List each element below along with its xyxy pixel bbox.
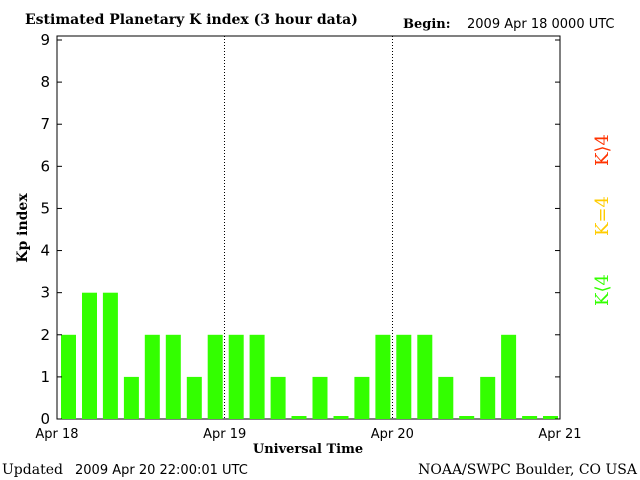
legend-k-greater-4: K⟩4 xyxy=(592,134,613,166)
kp-bar xyxy=(375,334,391,419)
y-axis-ticks: 0 1 2 3 4 5 6 7 8 9 xyxy=(40,31,560,428)
kp-bar xyxy=(291,416,307,419)
kp-bar xyxy=(165,334,181,419)
y-tick-label: 1 xyxy=(40,368,50,386)
kp-bar xyxy=(501,334,517,419)
legend-k-equal-4: K=4 xyxy=(592,196,613,236)
kp-bar xyxy=(333,416,349,419)
kp-bar xyxy=(82,292,97,419)
bar-series xyxy=(61,292,558,419)
kp-bar xyxy=(396,334,412,419)
kp-bar xyxy=(438,376,454,419)
kp-bar xyxy=(123,376,139,419)
y-tick-label: 5 xyxy=(40,199,50,217)
y-tick-label: 9 xyxy=(40,31,50,49)
kp-bar xyxy=(207,334,223,419)
x-tick-label: Apr 19 xyxy=(203,427,246,442)
kp-bar xyxy=(522,416,538,419)
y-tick-label: 6 xyxy=(40,157,50,175)
kp-bar xyxy=(102,292,118,419)
kp-bar xyxy=(186,376,202,419)
begin-value: 2009 Apr 18 0000 UTC xyxy=(467,17,615,32)
y-tick-label: 3 xyxy=(40,284,50,302)
plot-area xyxy=(56,35,561,420)
begin-label: Begin: xyxy=(403,17,451,32)
y-axis-label: Kp index xyxy=(15,193,31,263)
kp-bar xyxy=(417,334,433,419)
kp-bar xyxy=(144,334,160,419)
kp-bar xyxy=(270,376,286,419)
y-tick-label: 0 xyxy=(40,410,50,428)
x-axis-ticks: Apr 18 Apr 19 Apr 20 Apr 21 xyxy=(35,427,581,442)
x-tick-label: Apr 20 xyxy=(371,427,414,442)
legend-k-less-4: K⟨4 xyxy=(592,274,613,306)
kp-bar xyxy=(543,416,558,419)
y-tick-label: 2 xyxy=(40,326,50,344)
source-credit: NOAA/SWPC Boulder, CO USA xyxy=(418,462,638,478)
kp-bar xyxy=(354,376,370,419)
updated-label: Updated xyxy=(2,462,63,478)
kp-bar xyxy=(61,334,76,419)
chart-title: Estimated Planetary K index (3 hour data… xyxy=(25,12,358,28)
y-tick-label: 8 xyxy=(40,73,50,91)
x-axis-label: Universal Time xyxy=(253,442,363,457)
kp-bar xyxy=(249,334,265,419)
x-tick-label: Apr 21 xyxy=(538,427,581,442)
y-tick-label: 4 xyxy=(40,242,50,260)
kp-bar xyxy=(480,376,496,419)
kp-bar xyxy=(312,376,328,419)
x-tick-label: Apr 18 xyxy=(35,427,78,442)
updated-value: 2009 Apr 20 22:00:01 UTC xyxy=(75,463,248,478)
kp-bar xyxy=(459,416,475,419)
y-tick-label: 7 xyxy=(40,115,50,133)
kp-bar xyxy=(228,334,244,419)
